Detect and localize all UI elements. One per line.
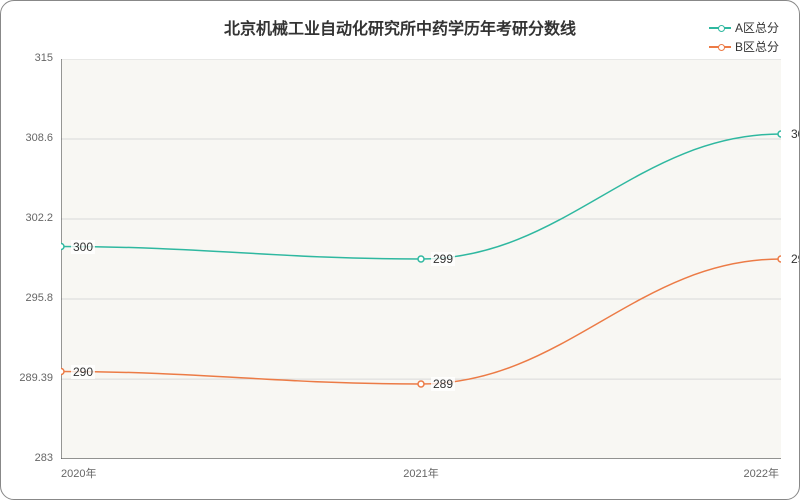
data-point-label: 299	[431, 252, 455, 266]
legend-label: A区总分	[735, 19, 779, 36]
chart-container: 北京机械工业自动化研究所中药学历年考研分数线 A区总分 B区总分 283 289.3…	[0, 0, 800, 500]
y-tick-label: 302.2	[25, 212, 53, 224]
chart-title: 北京机械工业自动化研究所中药学历年考研分数线	[1, 15, 799, 39]
legend-item: A区总分	[709, 19, 779, 36]
y-tick-label: 308.6	[25, 132, 53, 144]
plot-svg	[61, 59, 781, 459]
plot-area	[61, 59, 781, 459]
data-point-label: 290	[71, 365, 95, 379]
legend-label: B区总分	[735, 38, 779, 55]
data-point-label: 309	[789, 127, 800, 141]
legend-item: B区总分	[709, 38, 779, 55]
y-tick-label: 283	[35, 452, 53, 464]
y-tick-label: 295.8	[25, 292, 53, 304]
data-point-label: 289	[431, 377, 455, 391]
x-tick-label: 2022年	[744, 465, 779, 481]
y-tick-label: 315	[35, 52, 53, 64]
y-tick-label: 289.39	[19, 372, 53, 384]
data-point-label: 299	[789, 252, 800, 266]
x-tick-label: 2020年	[61, 465, 96, 481]
legend: A区总分 B区总分	[709, 19, 779, 57]
x-tick-label: 2021年	[403, 465, 438, 481]
data-point-label: 300	[71, 240, 95, 254]
